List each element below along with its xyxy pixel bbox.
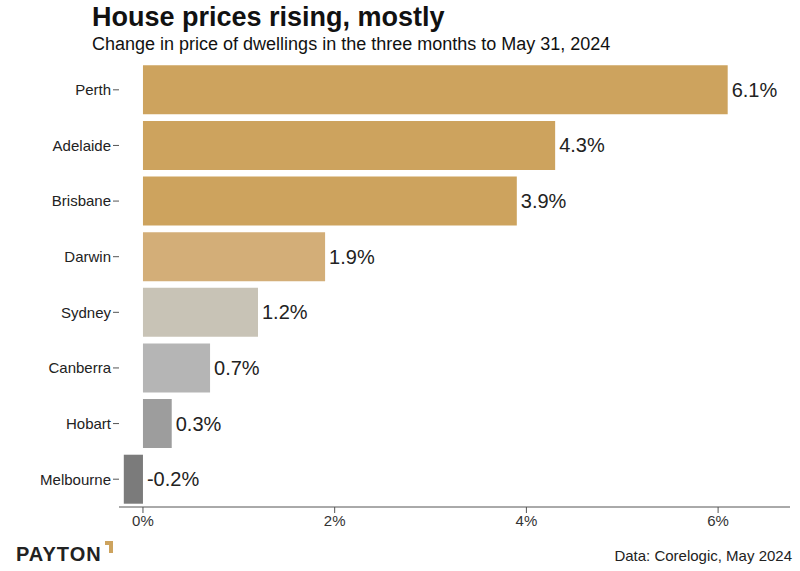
svg-text:4.3%: 4.3% (559, 134, 605, 156)
svg-text:0.3%: 0.3% (176, 413, 222, 435)
svg-text:-0.2%: -0.2% (147, 468, 199, 490)
svg-text:1.9%: 1.9% (329, 246, 375, 268)
svg-text:4%: 4% (516, 512, 538, 529)
html-text:House prices rising, mostly: House prices rising, mostly (92, 2, 445, 32)
svg-text:Perth: Perth (75, 81, 111, 98)
html-text:Change in price of dwellings i: Change in price of dwellings in the thre… (92, 34, 611, 54)
svg-text:Melbourne: Melbourne (40, 471, 111, 488)
svg-text:Darwin: Darwin (64, 248, 111, 265)
html-text:PAYTON: PAYTON (16, 543, 102, 565)
svg-text:Hobart: Hobart (66, 415, 112, 432)
svg-text:0.7%: 0.7% (214, 357, 260, 379)
svg-text:Adelaide: Adelaide (53, 137, 111, 154)
svg-text:Sydney: Sydney (61, 304, 112, 321)
svg-text:6.1%: 6.1% (732, 79, 778, 101)
svg-text:3.9%: 3.9% (521, 190, 567, 212)
svg-text:Brisbane: Brisbane (52, 192, 111, 209)
svg-text:2%: 2% (324, 512, 346, 529)
svg-text:1.2%: 1.2% (262, 301, 308, 323)
svg-text:6%: 6% (707, 512, 729, 529)
html-text:Data: Corelogic, May 2024: Data: Corelogic, May 2024 (614, 547, 792, 564)
svg-text:Canberra: Canberra (48, 359, 111, 376)
svg-text:0%: 0% (132, 512, 154, 529)
